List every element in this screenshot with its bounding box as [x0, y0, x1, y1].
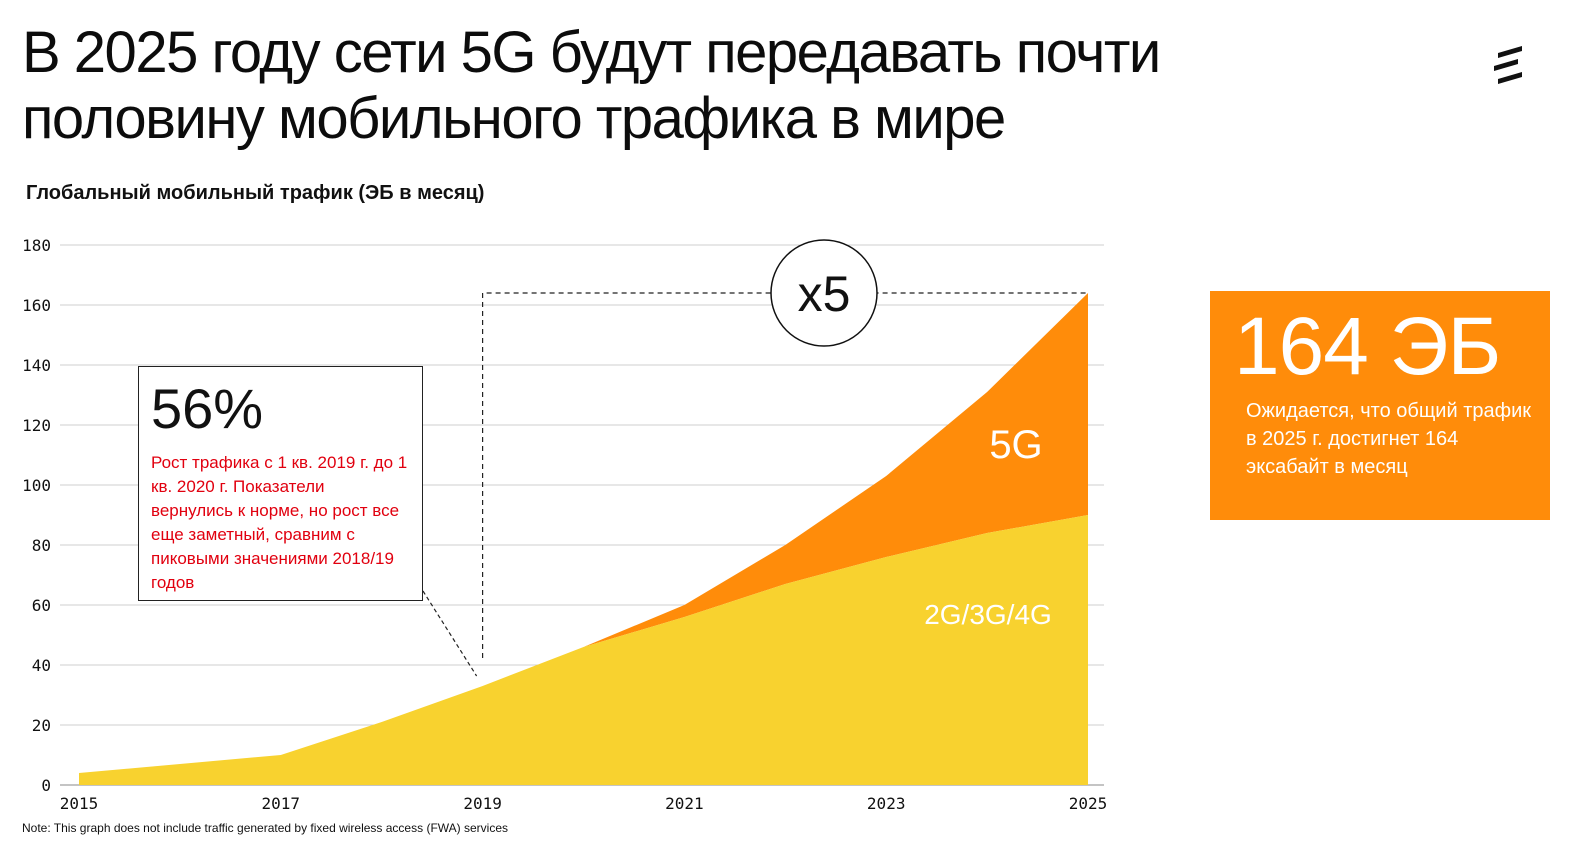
- chart-subtitle: Глобальный мобильный трафик (ЭБ в месяц): [26, 182, 485, 204]
- x-tick-label: 2015: [60, 794, 99, 813]
- ericsson-logo-icon: [1494, 46, 1522, 84]
- total-traffic-kpi: 164 ЭБ Ожидается, что общий трафик в 202…: [1210, 291, 1550, 520]
- x-tick-label: 2019: [463, 794, 502, 813]
- growth-callout: 56% Рост трафика с 1 кв. 2019 г. до 1 кв…: [138, 366, 423, 601]
- y-tick-label: 40: [32, 656, 51, 675]
- traffic-area-chart: 0 20 40 60 80 100 120 140 160 180 2015 2017 2019 2021…: [22, 236, 1108, 813]
- growth-percent: 56%: [151, 377, 264, 440]
- y-tick-label: 140: [22, 356, 51, 375]
- callout-leader-line: [422, 590, 478, 677]
- growth-bracket: [482, 292, 1088, 658]
- series-label-2g3g4g: 2G/3G/4G: [924, 599, 1052, 630]
- multiplier-circle: [770, 239, 878, 347]
- y-tick-label: 20: [32, 716, 51, 735]
- series-area-5g: [79, 293, 1088, 773]
- y-tick-label: 180: [22, 236, 51, 255]
- y-tick-label: 80: [32, 536, 51, 555]
- page-title: В 2025 году сети 5G будут передавать поч…: [22, 20, 1161, 151]
- y-tick-label: 100: [22, 476, 51, 495]
- kpi-value: 164 ЭБ: [1234, 301, 1501, 392]
- y-tick-label: 160: [22, 296, 51, 315]
- kpi-description: Ожидается, что общий трафик в 2025 г. до…: [1246, 400, 1531, 478]
- y-tick-label: 0: [41, 776, 51, 795]
- growth-description: Рост трафика с 1 кв. 2019 г. до 1 кв. 20…: [151, 453, 408, 592]
- x-tick-label: 2017: [262, 794, 301, 813]
- x-tick-label: 2025: [1069, 794, 1108, 813]
- multiplier-label: x5: [798, 266, 851, 322]
- x-tick-label: 2023: [867, 794, 906, 813]
- footnote: Note: This graph does not include traffi…: [22, 821, 508, 835]
- y-tick-label: 120: [22, 416, 51, 435]
- series-area-2g3g4g: [79, 515, 1088, 785]
- y-tick-label: 60: [32, 596, 51, 615]
- x-tick-label: 2021: [665, 794, 704, 813]
- series-label-5g: 5G: [989, 423, 1042, 467]
